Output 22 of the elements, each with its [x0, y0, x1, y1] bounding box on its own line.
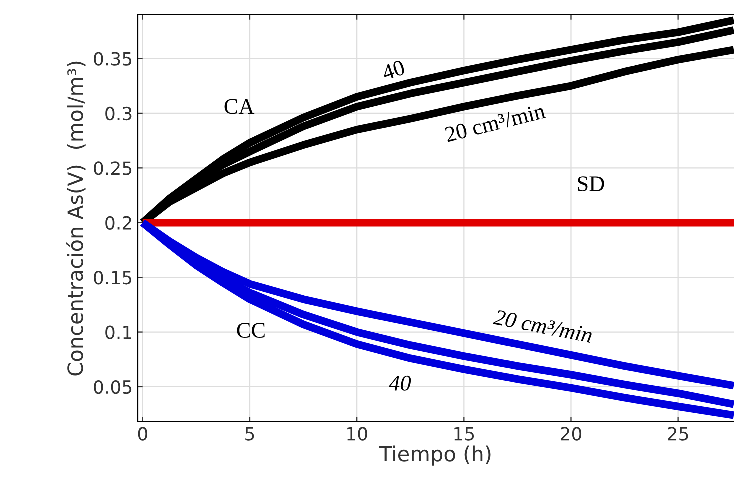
annotation: 20 cm³/min	[444, 103, 546, 142]
y-axis-title: Concentración As(V) (mol/m³)	[66, 62, 86, 376]
annotation: SD	[578, 176, 604, 192]
y-tick-label: 0.05	[94, 380, 132, 394]
annotation: 20 cm³/min	[493, 310, 594, 344]
y-tick-label: 0.2	[106, 216, 132, 230]
y-tick-label: 0.15	[94, 271, 132, 285]
y-tick-label: 0.3	[106, 106, 132, 121]
x-tick-label: 15	[454, 427, 474, 441]
y-tick-label: 0.1	[106, 326, 132, 340]
x-tick-label: 20	[561, 427, 582, 441]
y-tick-label: 0.25	[94, 162, 132, 176]
annotation: CA	[224, 99, 255, 114]
x-tick-label: 5	[246, 427, 254, 441]
x-tick-label: 25	[668, 427, 688, 441]
annotation: CC	[237, 323, 265, 338]
x-tick-label: 10	[348, 427, 368, 441]
annotation: 40	[381, 60, 406, 81]
x-axis-title: Tiempo (h)	[379, 446, 491, 466]
x-tick-label: 0	[138, 427, 148, 441]
annotation: 40	[389, 376, 412, 391]
y-tick-label: 0.35	[94, 52, 132, 66]
